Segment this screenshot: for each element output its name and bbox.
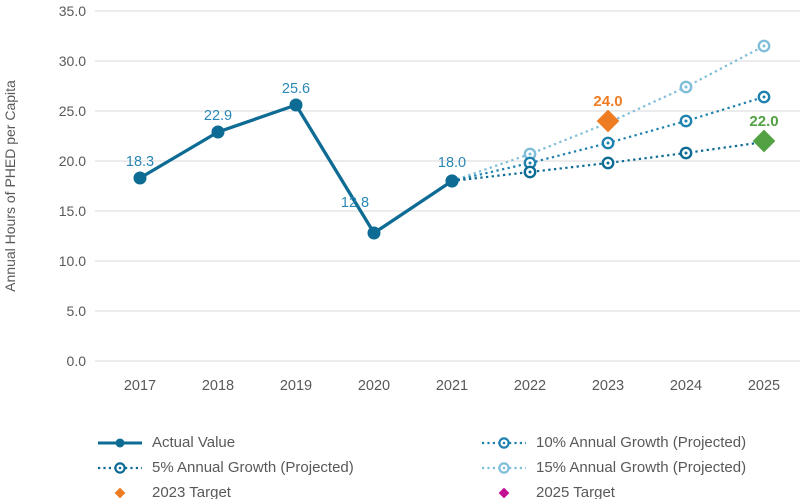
x-tick-label: 2022 [514, 378, 546, 394]
legend-item-growth10: 10% Annual Growth (Projected) [481, 430, 800, 455]
legend-item-label: 15% Annual Growth (Projected) [536, 459, 747, 476]
legend-item-growth15: 15% Annual Growth (Projected) [481, 455, 800, 480]
legend-item-label: 10% Annual Growth (Projected) [536, 434, 747, 451]
x-tick-label: 2023 [592, 378, 624, 394]
legend-item-actual: Actual Value [97, 430, 481, 455]
target-label-target2023: 24.0 [593, 93, 622, 110]
data-point-dot-growth5 [606, 161, 610, 165]
y-tick-label: 25.0 [59, 103, 86, 119]
data-point-dot-growth15 [528, 152, 532, 156]
legend-dotted-line-icon [481, 436, 527, 450]
y-tick-label: 0.0 [67, 353, 87, 369]
y-tick-label: 20.0 [59, 153, 86, 169]
legend-diamond-icon [97, 486, 143, 499]
target-diamond-target2025 [752, 129, 776, 153]
data-label-actual: 22.9 [204, 108, 232, 124]
x-tick-label: 2017 [124, 378, 156, 394]
data-point-dot-growth10 [528, 161, 532, 165]
y-tick-label: 35.0 [59, 3, 86, 19]
legend-item-target-2023: 2023 Target [97, 480, 481, 499]
legend-column-left: Actual Value 5% Annual Growth (Projected)… [97, 430, 481, 499]
legend-solid-line-icon [97, 436, 143, 450]
x-tick-label: 2025 [748, 378, 780, 394]
x-tick-label: 2021 [436, 378, 468, 394]
data-label-actual: 12.8 [341, 195, 369, 211]
y-tick-label: 5.0 [67, 303, 87, 319]
data-point-dot-growth15 [762, 44, 766, 48]
data-point-actual [211, 125, 225, 139]
y-tick-label: 15.0 [59, 203, 86, 219]
data-point-dot-growth15 [684, 85, 688, 89]
data-label-actual: 25.6 [282, 81, 310, 97]
data-label-actual: 18.0 [438, 155, 466, 171]
legend-item-label: 2025 Target [536, 484, 615, 499]
y-tick-label: 30.0 [59, 53, 86, 69]
series-line-growth5 [451, 140, 765, 183]
x-tick-label: 2024 [670, 378, 702, 394]
y-tick-label: 10.0 [59, 253, 86, 269]
series-line-actual [139, 103, 453, 235]
data-point-dot-growth10 [762, 95, 766, 99]
data-point-dot-growth10 [606, 141, 610, 145]
legend-item-label: Actual Value [152, 434, 236, 451]
data-point-actual [367, 226, 381, 240]
legend: Actual Value 5% Annual Growth (Projected)… [97, 430, 800, 499]
data-label-actual: 18.3 [126, 154, 154, 170]
chart-plot-area: 0.0 5.0 10.0 15.0 20.0 25.0 30.0 35.0 2017 2018 20… [2, 3, 800, 394]
legend-diamond-icon [481, 486, 527, 499]
legend-item-growth5: 5% Annual Growth (Projected) [97, 455, 481, 480]
x-tick-label: 2020 [358, 378, 390, 394]
legend-dotted-line-icon [97, 461, 143, 475]
x-tick-label: 2019 [280, 378, 312, 394]
data-point-actual [133, 171, 147, 185]
legend-dotted-line-icon [481, 461, 527, 475]
data-point-actual [289, 98, 303, 112]
data-point-dot-growth10 [684, 119, 688, 123]
x-tick-label: 2018 [202, 378, 234, 394]
data-point-dot-growth5 [684, 151, 688, 155]
legend-item-label: 5% Annual Growth (Projected) [152, 459, 354, 476]
target-label-target2025: 22.0 [749, 113, 778, 130]
target-diamond-target2023 [596, 109, 620, 133]
legend-item-label: 2023 Target [152, 484, 231, 499]
legend-item-target-2025: 2025 Target [481, 480, 800, 499]
legend-column-right: 10% Annual Growth (Projected) 15% Annual … [481, 430, 800, 499]
data-point-actual [445, 174, 459, 188]
y-axis-title: Annual Hours of PHED per Capita [2, 80, 18, 292]
data-point-dot-growth5 [528, 170, 532, 174]
